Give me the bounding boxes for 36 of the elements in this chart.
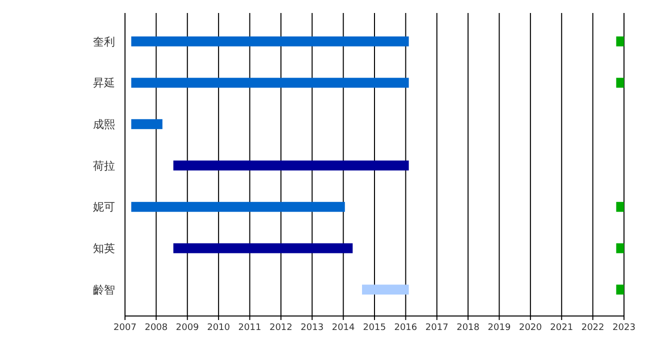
x-tick-label: 2020 <box>518 323 542 333</box>
y-tick-label: 齡智 <box>93 283 115 296</box>
x-tick-label: 2009 <box>176 323 200 333</box>
x-tick-label: 2018 <box>456 323 480 333</box>
y-tick-label: 奎利 <box>93 35 115 48</box>
bar <box>616 36 624 46</box>
x-tick-label: 2012 <box>269 323 292 333</box>
x-tick-label: 2016 <box>394 323 418 333</box>
x-tick-label: 2013 <box>300 323 324 333</box>
bar <box>131 78 409 88</box>
x-tick-label: 2019 <box>488 323 511 333</box>
x-tick-label: 2022 <box>581 323 604 333</box>
x-tick-label: 2011 <box>238 323 262 333</box>
x-tick-label: 2014 <box>332 323 356 333</box>
bar <box>173 243 353 254</box>
x-tick-label: 2015 <box>363 323 386 333</box>
bar <box>131 36 409 46</box>
y-tick-label: 成熙 <box>93 118 115 131</box>
y-tick-label: 昇延 <box>93 76 115 90</box>
bar <box>131 119 162 130</box>
x-tick-label: 2021 <box>550 323 574 333</box>
y-tick-label: 妮可 <box>93 200 115 214</box>
x-tick-label: 2007 <box>114 323 136 333</box>
bar <box>616 202 624 212</box>
x-tick-label: 2023 <box>612 323 636 333</box>
bar <box>616 243 624 254</box>
bar <box>131 202 345 212</box>
x-tick-label: 2017 <box>425 323 448 333</box>
bar <box>173 160 409 170</box>
y-tick-label: 荷拉 <box>93 159 115 172</box>
bar <box>616 78 624 88</box>
x-tick-label: 2010 <box>207 323 230 333</box>
bar <box>616 284 624 295</box>
x-tick-label: 2008 <box>144 323 168 333</box>
bar <box>362 284 409 295</box>
y-tick-label: 知英 <box>93 242 115 256</box>
